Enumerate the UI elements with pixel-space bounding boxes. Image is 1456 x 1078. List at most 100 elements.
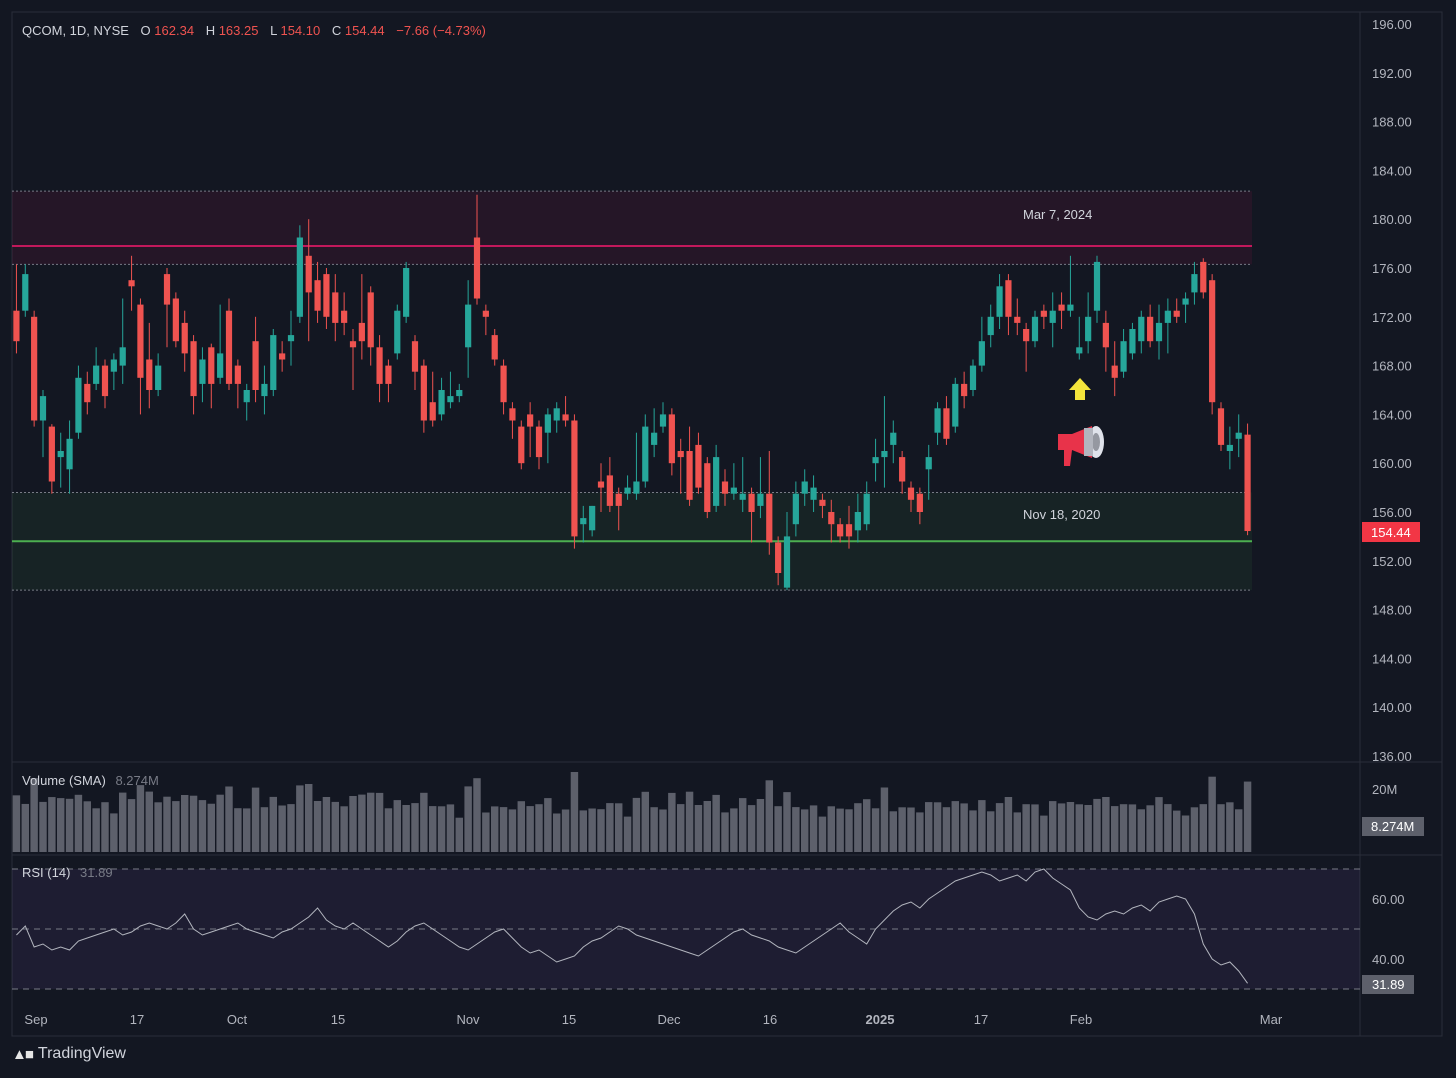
candle-body (323, 274, 330, 317)
price-axis-tick: 176.00 (1372, 261, 1412, 276)
candle-body (473, 237, 481, 299)
volume-bar (12, 795, 21, 852)
volume-bar (561, 809, 570, 852)
candle-body (819, 499, 826, 506)
candle-body (518, 426, 525, 464)
legend-ohlc[interactable]: QCOM, 1D, NYSE O 162.34 H 163.25 L 154.1… (22, 23, 486, 38)
volume-bar (242, 808, 251, 852)
candle-body (1209, 280, 1216, 403)
price-axis-tick: 184.00 (1372, 163, 1412, 178)
candle-body (39, 396, 47, 421)
volume-bar (1137, 809, 1146, 852)
rsi-legend[interactable]: RSI (14) 31.89 (22, 865, 113, 880)
volume-bar (668, 792, 676, 852)
price-axis-tick: 140.00 (1372, 700, 1412, 715)
zones (12, 190, 1252, 591)
volume-bar (234, 808, 242, 852)
price-axis-tick: 156.00 (1372, 505, 1412, 520)
candle-body (66, 438, 73, 470)
legend-close-label: C (332, 23, 341, 38)
volume-bar (1075, 804, 1084, 852)
candle-body (491, 335, 498, 360)
candle-body (270, 335, 277, 390)
candle-body (1014, 316, 1021, 323)
candle-body (261, 383, 268, 397)
candle-body (872, 457, 879, 464)
volume-bar (163, 796, 171, 852)
candle-body (31, 316, 38, 421)
volume-bar (526, 806, 534, 852)
price-axis-tick: 196.00 (1372, 17, 1412, 32)
candle-body (925, 457, 932, 470)
volume-badge: 8.274M (1371, 819, 1414, 834)
candle-body (544, 414, 551, 433)
time-axis-tick: Oct (227, 1012, 248, 1027)
candle-body (482, 310, 489, 317)
candle-body (580, 518, 587, 525)
volume-bar (437, 806, 446, 852)
chart-frame (11, 11, 1443, 1037)
volume-bar (623, 816, 632, 852)
candle-body (987, 316, 994, 336)
candle-body (1049, 310, 1056, 323)
volume-bar (827, 806, 836, 852)
volume-bar (1022, 804, 1030, 852)
volume-bar (694, 805, 703, 852)
volume-legend[interactable]: Volume (SMA) 8.274M (22, 773, 159, 788)
tradingview-brand[interactable]: ▲■ TradingView (12, 1045, 126, 1063)
volume-bar (517, 801, 526, 852)
candle-body (110, 359, 117, 372)
candle-body (394, 310, 401, 354)
volume-legend-value: 8.274M (115, 773, 158, 788)
volume-bar (499, 807, 508, 852)
candle-body (890, 432, 897, 445)
price-axis-tick: 148.00 (1372, 603, 1412, 618)
volume-bar (924, 802, 933, 852)
volume-legend-label: Volume (SMA) (22, 773, 106, 788)
volume-bar (464, 786, 472, 852)
legend-low-value: 154.10 (280, 23, 320, 38)
volume-bar (721, 812, 729, 852)
volume-bar (570, 772, 579, 852)
candle-body (845, 524, 853, 537)
candle-body (84, 383, 91, 403)
volume-bar (1190, 807, 1199, 852)
volume-bar (942, 807, 951, 852)
candle-body (996, 286, 1003, 317)
volume-bar (951, 801, 960, 852)
candle-body (341, 310, 348, 323)
legend-open-value: 162.34 (154, 23, 194, 38)
candle-body (172, 298, 179, 342)
candle-body (1023, 329, 1030, 342)
candle-body (899, 457, 906, 482)
candle-body (615, 493, 622, 506)
candle-body (730, 487, 737, 494)
candle-body (801, 481, 808, 494)
price-axis[interactable]: 196.00 192.00 188.00 184.00 180.00 176.00 172.… (1372, 17, 1412, 764)
candle-body (243, 390, 250, 403)
volume-bar (614, 803, 623, 852)
volume-bar (21, 803, 30, 852)
volume-bar (765, 780, 774, 852)
volume-bar (809, 805, 818, 852)
volume-bar (304, 784, 313, 852)
candle-body (1155, 322, 1163, 342)
volume-axis-label: 20M (1372, 782, 1397, 797)
volume-bar (898, 807, 906, 852)
legend-symbol: QCOM, 1D, NYSE (22, 23, 129, 38)
volume-bar (180, 795, 189, 852)
candle-body (757, 493, 764, 506)
candle-body (367, 292, 374, 348)
legend-open-label: O (141, 23, 151, 38)
resistance-zone (12, 191, 1252, 265)
volume-bar (127, 799, 136, 852)
candle-body (1085, 316, 1092, 342)
candle-body (128, 280, 135, 287)
volume-bar (659, 809, 667, 852)
volume-bar (216, 794, 224, 852)
time-axis[interactable]: Sep 17 Oct 15 Nov 15 Dec 16 2025 17 Feb Mar (24, 1012, 1282, 1027)
legend-change-value: −7.66 (−4.73%) (396, 23, 486, 38)
volume-bar (862, 799, 871, 852)
time-axis-tick: 17 (974, 1012, 988, 1027)
